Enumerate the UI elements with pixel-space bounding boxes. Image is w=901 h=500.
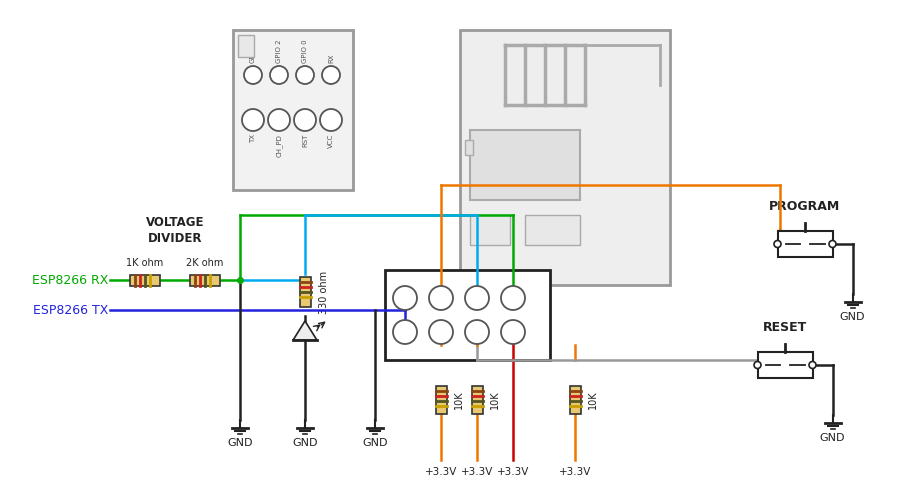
Polygon shape bbox=[293, 321, 317, 340]
Bar bbox=[525, 215, 580, 245]
Circle shape bbox=[754, 362, 761, 368]
Bar bbox=[238, 35, 254, 57]
Text: RX: RX bbox=[328, 54, 334, 63]
Circle shape bbox=[501, 320, 525, 344]
Circle shape bbox=[270, 66, 288, 84]
Bar bbox=[233, 30, 353, 190]
Circle shape bbox=[809, 362, 816, 368]
Circle shape bbox=[393, 320, 417, 344]
Text: GND: GND bbox=[362, 438, 387, 448]
Circle shape bbox=[296, 66, 314, 84]
Circle shape bbox=[501, 286, 525, 310]
Text: 2K ohm: 2K ohm bbox=[187, 258, 223, 268]
Text: RST: RST bbox=[302, 134, 308, 147]
Text: +3.3V: +3.3V bbox=[559, 467, 591, 477]
Circle shape bbox=[244, 66, 262, 84]
Circle shape bbox=[393, 286, 417, 310]
Text: GND: GND bbox=[840, 312, 865, 322]
Circle shape bbox=[829, 240, 836, 248]
Circle shape bbox=[465, 320, 489, 344]
Bar bbox=[130, 274, 160, 285]
Circle shape bbox=[774, 240, 781, 248]
Bar bbox=[299, 277, 311, 307]
Bar bbox=[385, 270, 550, 360]
Text: GPIO 2: GPIO 2 bbox=[276, 40, 282, 63]
Bar bbox=[190, 274, 220, 285]
Text: +3.3V: +3.3V bbox=[496, 467, 529, 477]
Text: 10K: 10K bbox=[454, 390, 464, 409]
Circle shape bbox=[268, 109, 290, 131]
Text: GPIO 0: GPIO 0 bbox=[302, 40, 308, 63]
Text: RESET: RESET bbox=[763, 321, 807, 334]
Text: 1K ohm: 1K ohm bbox=[126, 258, 164, 268]
Bar bbox=[435, 386, 447, 414]
Text: +3.3V: +3.3V bbox=[460, 467, 493, 477]
Bar bbox=[460, 30, 670, 285]
Text: ESP8266 RX: ESP8266 RX bbox=[32, 274, 108, 286]
Circle shape bbox=[429, 286, 453, 310]
Text: TX: TX bbox=[250, 134, 256, 143]
Text: GND: GND bbox=[820, 433, 845, 443]
Text: VCC: VCC bbox=[328, 134, 334, 148]
Circle shape bbox=[322, 66, 340, 84]
Text: +3.3V: +3.3V bbox=[424, 467, 457, 477]
Bar bbox=[758, 352, 813, 378]
Text: 330 ohm: 330 ohm bbox=[319, 270, 329, 314]
Circle shape bbox=[429, 320, 453, 344]
Bar bbox=[471, 386, 483, 414]
Circle shape bbox=[294, 109, 316, 131]
Text: PROGRAM: PROGRAM bbox=[769, 200, 841, 213]
Bar bbox=[465, 140, 473, 155]
Bar bbox=[470, 130, 580, 200]
Text: VOLTAGE
DIVIDER: VOLTAGE DIVIDER bbox=[146, 216, 205, 245]
Text: GND: GND bbox=[227, 438, 253, 448]
Text: GND: GND bbox=[250, 47, 256, 63]
Bar bbox=[569, 386, 580, 414]
Text: GND: GND bbox=[292, 438, 318, 448]
Bar bbox=[470, 215, 510, 245]
Circle shape bbox=[320, 109, 342, 131]
Text: 10K: 10K bbox=[490, 390, 500, 409]
Circle shape bbox=[465, 286, 489, 310]
Text: CH_PD: CH_PD bbox=[276, 134, 282, 157]
Text: 10K: 10K bbox=[588, 390, 598, 409]
Circle shape bbox=[242, 109, 264, 131]
Bar bbox=[778, 231, 833, 257]
Text: ESP8266 TX: ESP8266 TX bbox=[32, 304, 108, 316]
